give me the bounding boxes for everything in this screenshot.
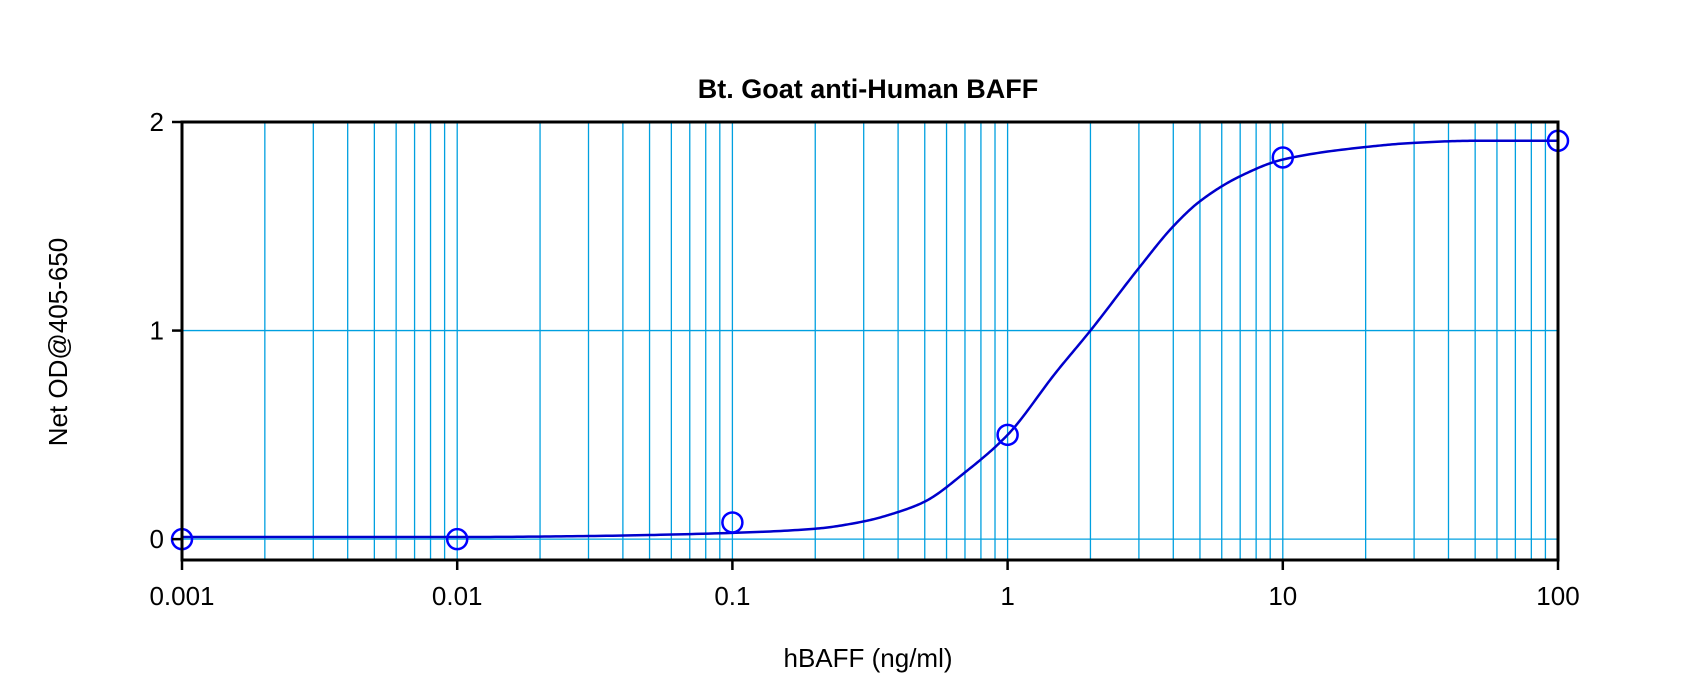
y-tick-label: 1 [150, 316, 164, 346]
fit-curve-layer [182, 139, 1558, 539]
y-tick-label: 2 [150, 107, 164, 137]
data-markers [170, 129, 1570, 551]
x-tick-label: 0.001 [149, 581, 214, 611]
y-axis-label: Net OD@405-650 [43, 238, 73, 447]
x-axis-label: hBAFF (ng/ml) [783, 643, 952, 673]
fit-curve [182, 139, 1558, 539]
axis-ticks: 0.001 0.01 0.1 1 10 100 0 1 2 [149, 107, 1579, 611]
x-tick-label: 0.1 [714, 581, 750, 611]
chart-title: Bt. Goat anti-Human BAFF [698, 74, 1038, 104]
plot-frame [180, 120, 1560, 562]
x-tick-label: 100 [1536, 581, 1579, 611]
y-tick-label: 0 [150, 524, 164, 554]
data-point [996, 423, 1019, 447]
x-tick-label: 10 [1268, 581, 1297, 611]
x-tick-label: 1 [1000, 581, 1014, 611]
data-point [721, 511, 744, 534]
data-point [445, 527, 469, 551]
x-tick-label: 0.01 [432, 581, 483, 611]
data-point [1271, 146, 1295, 169]
grid-lines [182, 122, 1558, 560]
